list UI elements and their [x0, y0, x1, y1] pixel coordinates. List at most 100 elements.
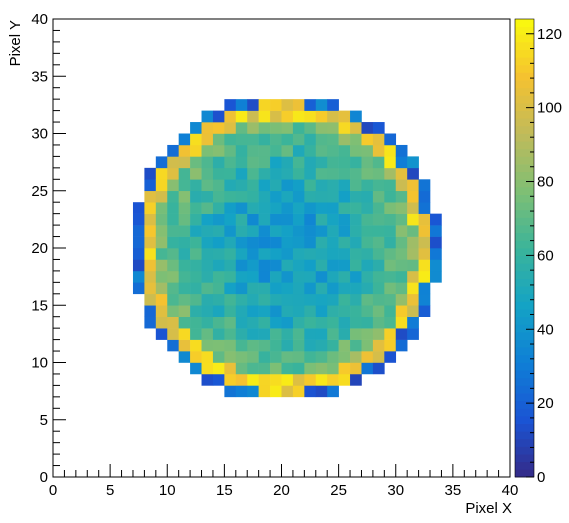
heatmap-cell: [212, 156, 225, 169]
heatmap-cell: [281, 328, 294, 340]
heatmap-cell: [418, 248, 431, 260]
heatmap-cell: [224, 167, 237, 180]
heatmap-cell: [327, 156, 339, 169]
heatmap-cell: [201, 213, 214, 226]
heatmap-cell: [327, 373, 339, 386]
heatmap-cell: [407, 236, 419, 249]
heatmap-cell: [338, 110, 351, 123]
colorbar-segment: [515, 301, 534, 310]
heatmap-cell: [235, 270, 248, 283]
heatmap-cell: [327, 259, 339, 272]
heatmap-cell: [212, 213, 225, 226]
heatmap-cell: [281, 99, 294, 111]
heatmap-cell: [384, 167, 397, 180]
heatmap-cell: [235, 259, 248, 272]
heatmap-cell: [224, 179, 237, 192]
heatmap-cell: [315, 385, 328, 398]
heatmap-cell: [350, 156, 362, 169]
heatmap-cell: [224, 373, 237, 386]
colorbar-segment: [515, 461, 534, 470]
heatmap-cell: [167, 156, 179, 169]
heatmap-cell: [430, 248, 442, 260]
heatmap-cell: [304, 133, 317, 146]
colorbar-segment: [515, 400, 534, 409]
heatmap-cell: [338, 282, 351, 295]
heatmap-cell: [407, 282, 419, 295]
heatmap-cell: [361, 305, 374, 317]
heatmap-cell: [338, 293, 351, 306]
heatmap-cell: [315, 167, 328, 180]
colorbar-segment: [515, 431, 534, 440]
colorbar-tick-label: 40: [537, 321, 554, 338]
heatmap-cell: [258, 248, 271, 260]
colorbar-frame: [514, 18, 535, 478]
colorbar-segment: [515, 309, 534, 318]
heatmap-cell: [361, 202, 374, 214]
heatmap-cell: [350, 362, 362, 375]
heatmap-cell: [212, 351, 225, 363]
heatmap-cell: [167, 270, 179, 283]
heatmap-cell: [270, 190, 282, 203]
heatmap-cell: [167, 339, 179, 352]
heatmap-cell: [247, 385, 259, 398]
heatmap-cell: [270, 362, 282, 375]
heatmap-cell: [212, 225, 225, 237]
heatmap-cell: [247, 248, 259, 260]
heatmap-cell: [201, 167, 214, 180]
colorbar-segment: [515, 385, 534, 394]
x-tick-label: 25: [330, 482, 347, 499]
heatmap-cell: [407, 316, 419, 329]
colorbar-segment: [515, 171, 534, 180]
heatmap-cell: [167, 305, 179, 317]
heatmap-cell: [212, 259, 225, 272]
heatmap-cell: [190, 282, 202, 295]
heatmap-cell: [167, 167, 179, 180]
heatmap-cell: [258, 270, 271, 283]
heatmap-cell: [350, 179, 362, 192]
heatmap-cell: [155, 282, 168, 295]
heatmap-cell: [178, 259, 191, 272]
heatmap-cell: [270, 293, 282, 306]
heatmap-cell: [144, 213, 157, 226]
heatmap-cell: [212, 282, 225, 295]
heatmap-cell: [372, 225, 385, 237]
heatmap-cell: [190, 179, 202, 192]
heatmap-cell: [384, 282, 397, 295]
heatmap-cell: [235, 282, 248, 295]
heatmap-cell: [235, 156, 248, 169]
heatmap-cell: [155, 293, 168, 306]
heatmap-cell: [155, 259, 168, 272]
heatmap-cell: [258, 133, 271, 146]
heatmap-cell: [258, 110, 271, 123]
y-tick-label: 20: [31, 240, 48, 257]
colorbar-segment: [515, 354, 534, 363]
heatmap-cell: [327, 122, 339, 134]
heatmap-cell: [292, 179, 305, 192]
heatmap-cell: [201, 133, 214, 146]
heatmap-cell: [212, 362, 225, 375]
heatmap-cell: [315, 122, 328, 134]
heatmap-cell: [235, 248, 248, 260]
heatmap-cell: [315, 351, 328, 363]
heatmap-cell: [224, 305, 237, 317]
heatmap-cell: [132, 225, 145, 237]
heatmap-cell: [350, 122, 362, 134]
heatmap-cell: [178, 339, 191, 352]
heatmap-cell: [315, 144, 328, 157]
heatmap-cell: [395, 305, 408, 317]
heatmap-cell: [144, 236, 157, 249]
heatmap-cell: [178, 133, 191, 146]
heatmap-cell: [212, 122, 225, 134]
heatmap-cell: [201, 293, 214, 306]
heatmap-cell: [281, 293, 294, 306]
heatmap-cell: [338, 362, 351, 375]
heatmap-cell: [258, 236, 271, 249]
heatmap-cell: [258, 167, 271, 180]
heatmap-cell: [338, 225, 351, 237]
heatmap-cell: [384, 248, 397, 260]
x-axis-ticks: 0 5 10 15 20 25 30 35 40: [49, 464, 518, 499]
heatmap-cell: [418, 202, 431, 214]
heatmap-cell: [178, 202, 191, 214]
heatmap-cell: [372, 316, 385, 329]
heatmap-cell: [304, 248, 317, 260]
